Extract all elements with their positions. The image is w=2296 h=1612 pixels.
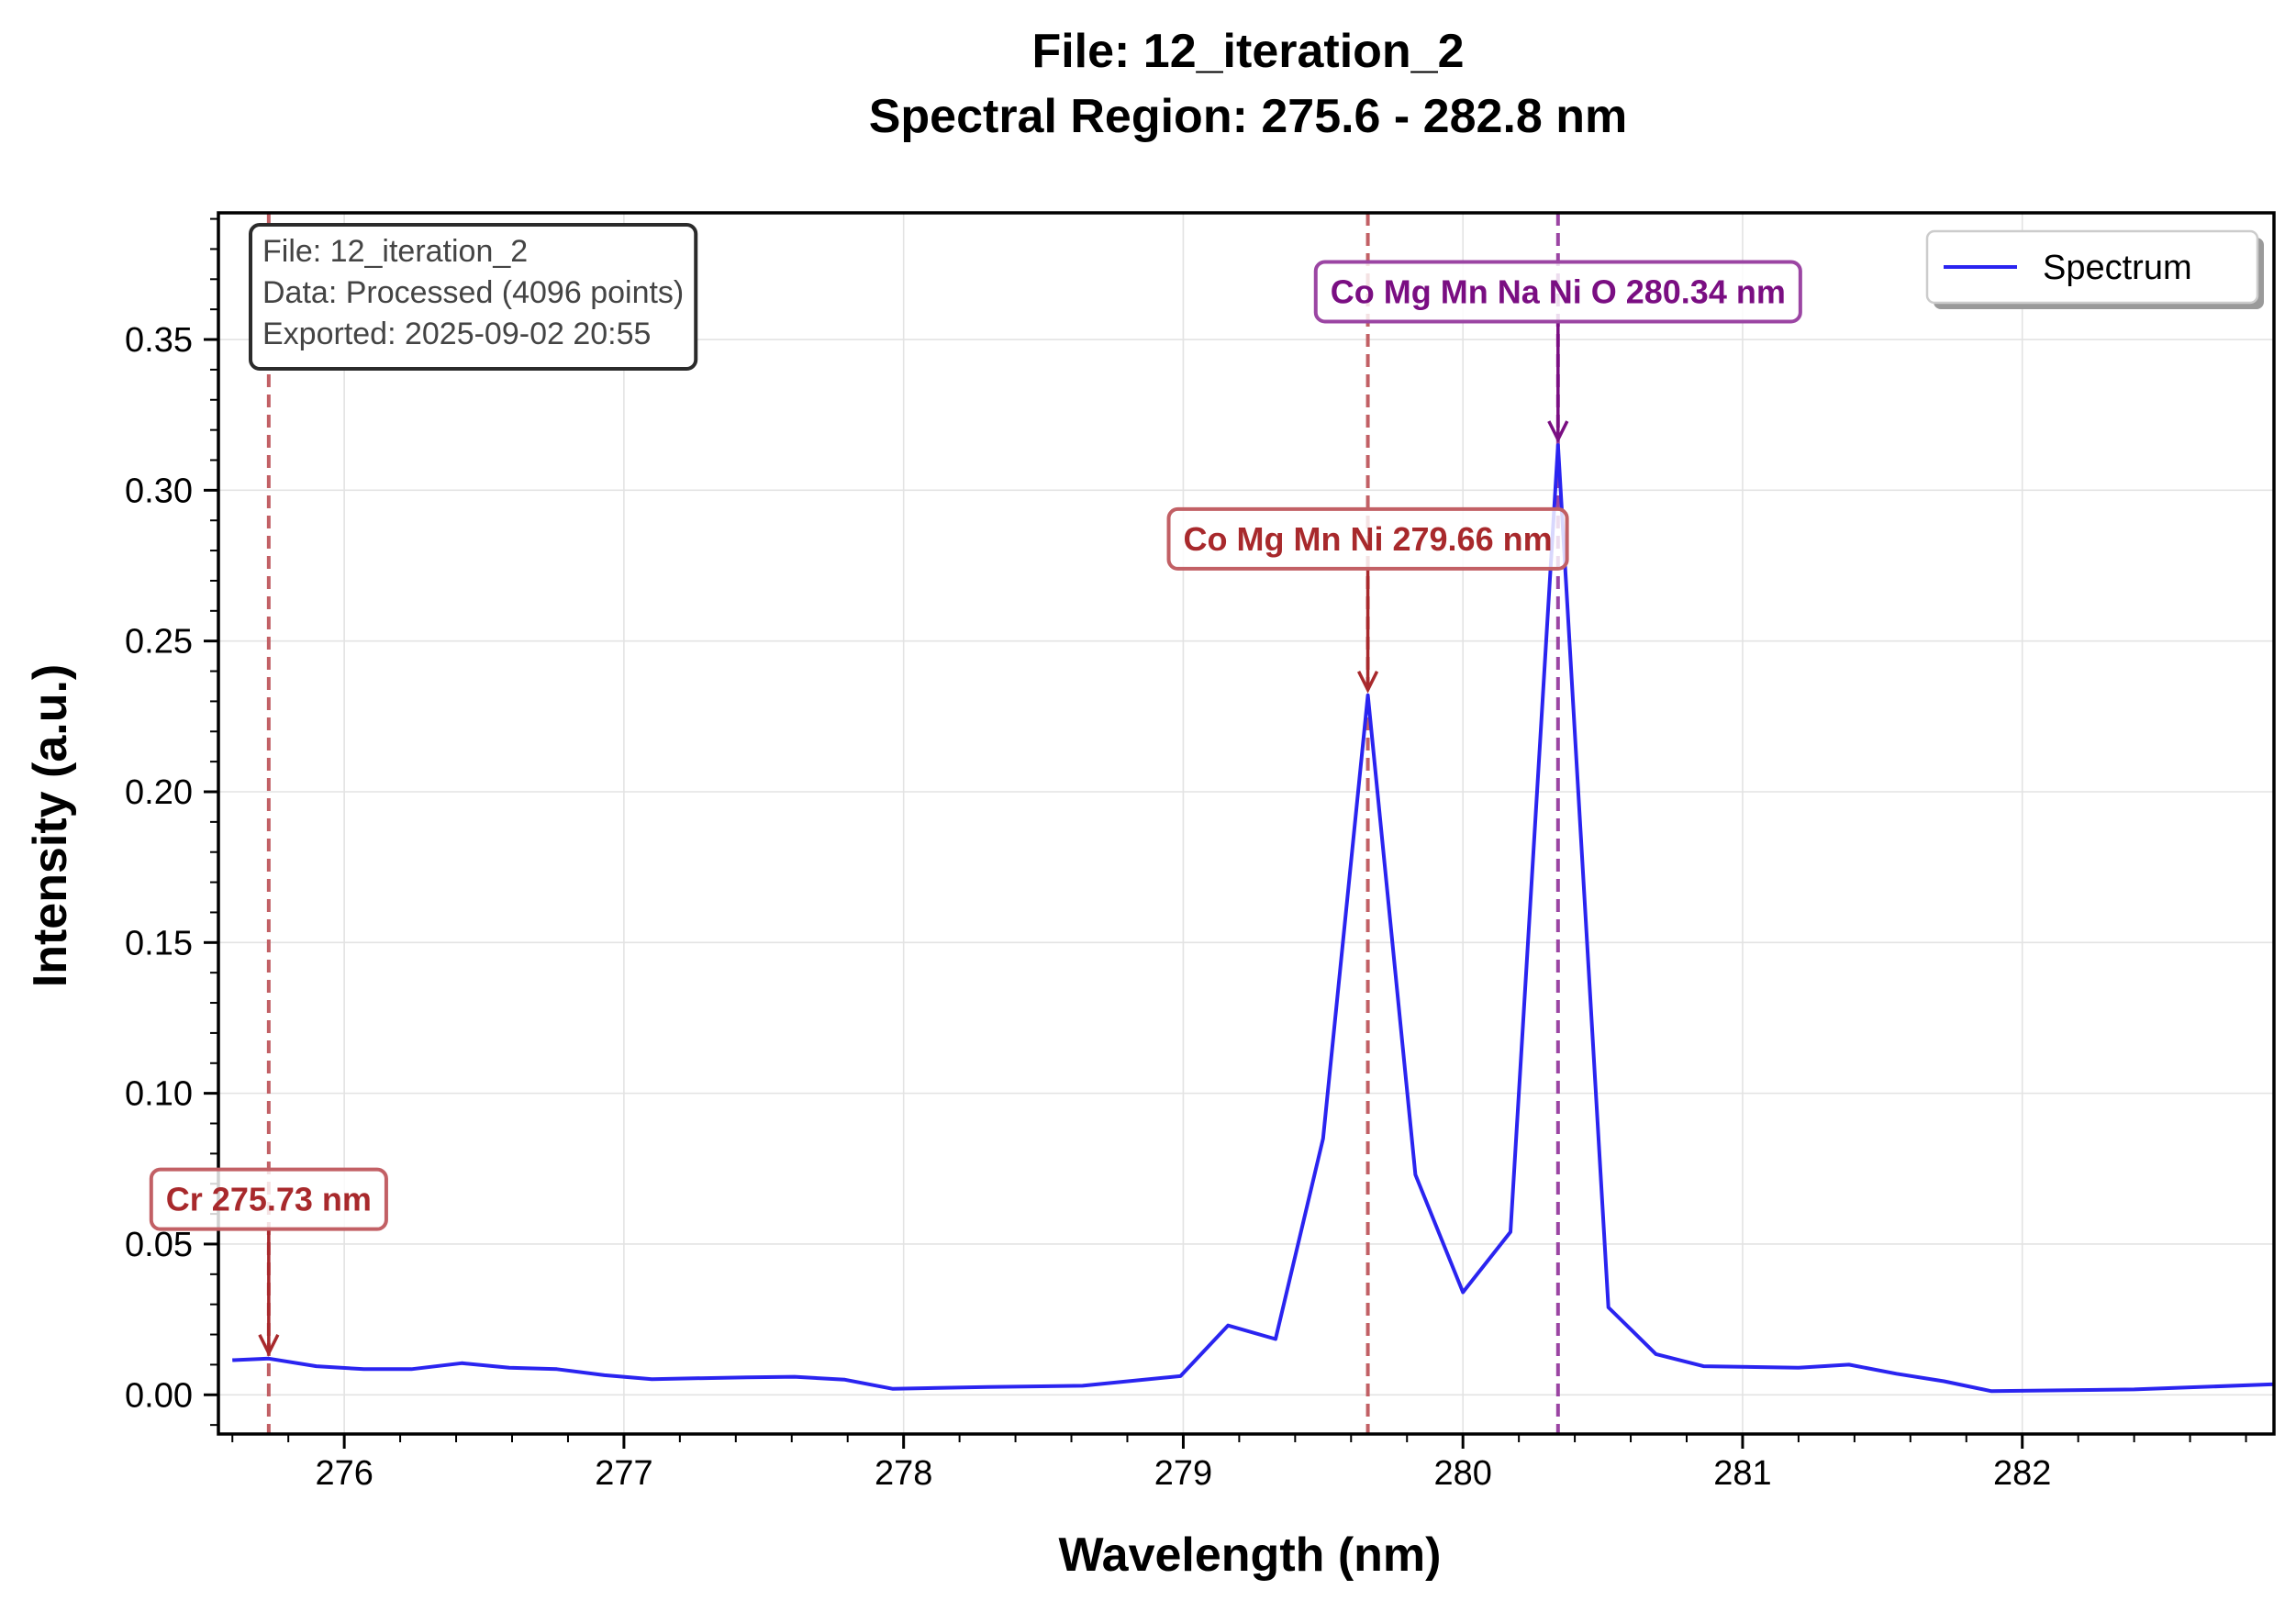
- x-tick-label: 281: [1713, 1454, 1771, 1493]
- x-tick-label: 276: [315, 1454, 373, 1493]
- x-tick-label: 277: [595, 1454, 652, 1493]
- chart-title-line2: Spectral Region: 275.6 - 282.8 nm: [869, 90, 1628, 143]
- y-tick-label: 0.10: [125, 1075, 193, 1114]
- x-tick-label: 282: [1993, 1454, 2051, 1493]
- annotation-label: Co Mg Mn Na Ni O 280.34 nm: [1331, 272, 1786, 310]
- peak-annotation: Cr 275.73 nm: [149, 1167, 388, 1357]
- legend-frame: [1925, 229, 2259, 305]
- reference-lines: [266, 213, 1560, 1434]
- y-tick-label: 0.15: [125, 924, 193, 962]
- plot-frame: [217, 211, 2276, 1436]
- info-box-line: File: 12_iteration_2: [262, 234, 528, 269]
- peak-annotation: Co Mg Mn Ni 279.66 nm: [1166, 506, 1569, 694]
- annotation-arrowhead: [1357, 671, 1379, 694]
- y-tick-label: 0.00: [125, 1376, 193, 1415]
- y-axis-label: Intensity (a.u.): [24, 664, 77, 987]
- x-tick-label: 278: [875, 1454, 932, 1493]
- annotation-label: Cr 275.73 nm: [166, 1181, 372, 1218]
- annotation-box: [1313, 260, 1802, 324]
- chart-title-line1: File: 12_iteration_2: [1031, 25, 1464, 78]
- legend-label: Spectrum: [2043, 249, 2192, 287]
- annotations: Cr 275.73 nm Co Mg Mn Ni 279.66 nm Co Mg M…: [149, 260, 1802, 1357]
- info-box-line: Exported: 2025-09-02 20:55: [262, 317, 651, 351]
- y-tick-label: 0.05: [125, 1226, 193, 1264]
- info-box: File: 12_iteration_2 Data: Processed (409…: [249, 223, 698, 371]
- info-box-line: Data: Processed (4096 points): [262, 275, 684, 310]
- legend: Spectrum: [1925, 229, 2264, 309]
- annotation-box: [149, 1167, 388, 1231]
- y-tick-label: 0.35: [125, 321, 193, 360]
- annotation-arrowhead: [258, 1334, 280, 1357]
- annotation-arrowhead: [1547, 420, 1569, 443]
- grid: [218, 213, 2274, 1434]
- y-tick-label: 0.25: [125, 623, 193, 661]
- x-tick-label: 280: [1433, 1454, 1491, 1493]
- series-layer: [232, 443, 2275, 1394]
- info-box-frame: [249, 223, 698, 371]
- y-tick-label: 0.30: [125, 472, 193, 510]
- series-line: [232, 443, 2275, 1394]
- x-tick-label: 279: [1154, 1454, 1212, 1493]
- axes: 276 277 278 279 280 281 282 0.00 0.05 0.10 0.15 0.2…: [125, 211, 2276, 1493]
- y-tick-label: 0.20: [125, 773, 193, 812]
- annotation-label: Co Mg Mn Ni 279.66 nm: [1184, 520, 1553, 558]
- annotation-box: [1166, 506, 1569, 571]
- x-axis-label: Wavelength (nm): [1059, 1529, 1442, 1582]
- peak-annotation: Co Mg Mn Na Ni O 280.34 nm: [1313, 260, 1802, 443]
